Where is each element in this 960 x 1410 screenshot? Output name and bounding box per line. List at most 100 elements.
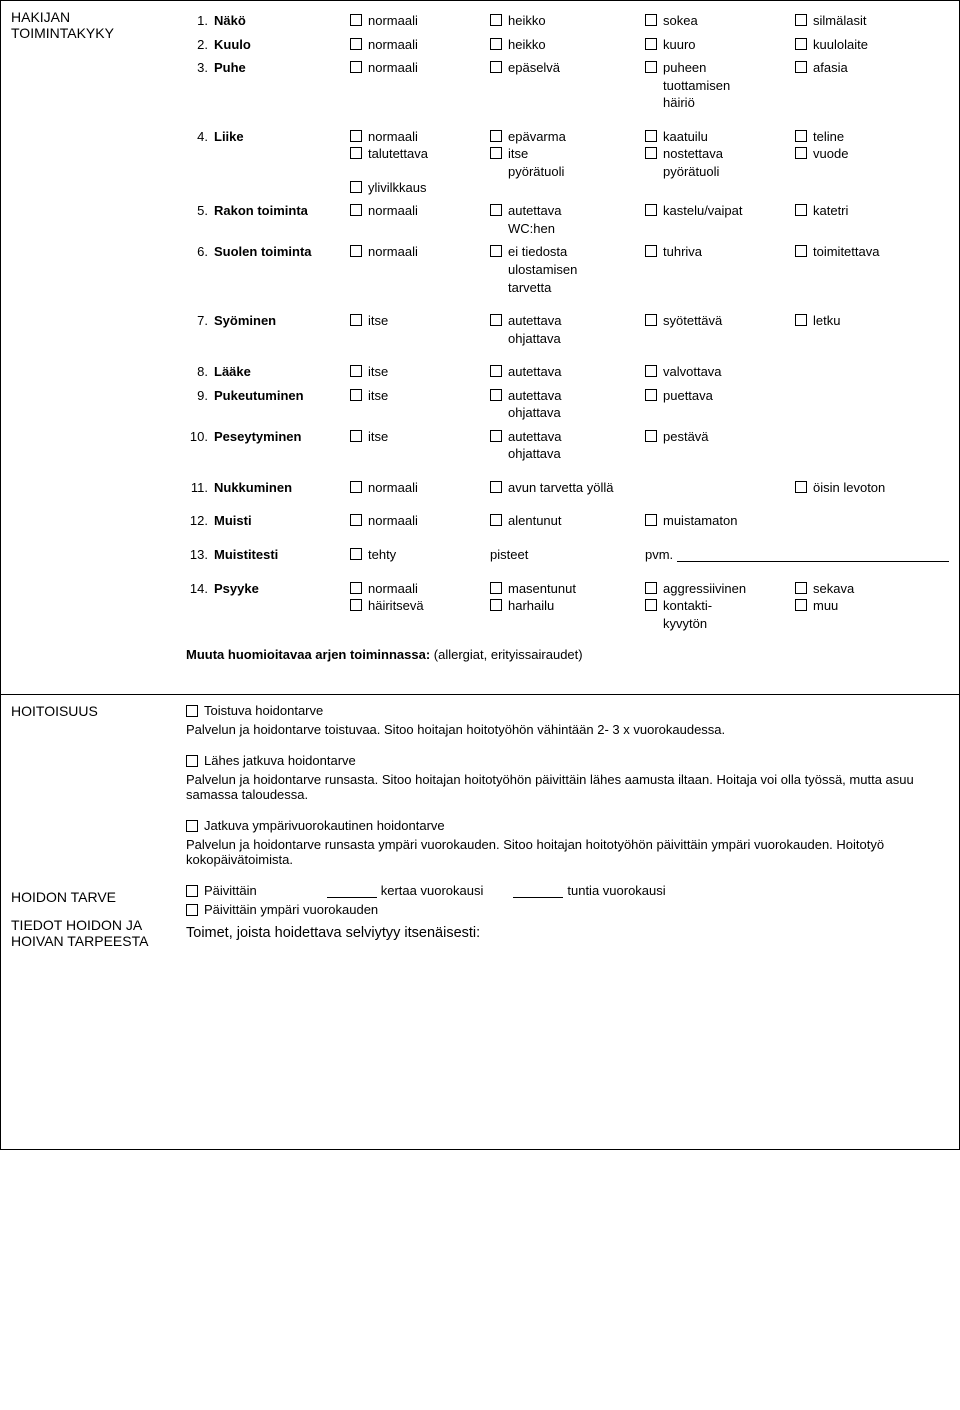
checkbox-option[interactable]: nostettava	[645, 145, 795, 163]
checkbox-option[interactable]: autettava	[490, 312, 645, 330]
option-column: epäselvä	[490, 59, 645, 112]
checkbox-option[interactable]: letku	[795, 312, 915, 330]
checkbox-option[interactable]: autettava	[490, 428, 645, 446]
checkbox-option[interactable]: kaatuilu	[645, 128, 795, 146]
checkbox-option[interactable]: normaali	[350, 59, 490, 77]
option-subtext: häiriö	[663, 94, 795, 112]
kertaa-label: kertaa vuorokausi	[381, 883, 484, 898]
form-row-4: 5.Rakon toimintanormaaliautettavaWC:henk…	[186, 199, 949, 240]
checkbox-option[interactable]: autettava	[490, 202, 645, 220]
checkbox-option[interactable]: autettava	[490, 363, 645, 381]
option-column: normaali	[350, 59, 490, 112]
checkbox-option[interactable]: syötettävä	[645, 312, 795, 330]
checkbox-option[interactable]: normaali	[350, 479, 490, 497]
checkbox-option[interactable]: kuuro	[645, 36, 795, 54]
checkbox-option[interactable]: ei tiedosta	[490, 243, 645, 261]
option-column: katetri	[795, 202, 915, 237]
checkbox-option[interactable]: afasia	[795, 59, 915, 77]
option-column: aggressiivinenkontakti-kyvytön	[645, 580, 795, 633]
checkbox-option[interactable]: harhailu	[490, 597, 645, 615]
checkbox-option[interactable]: normaali	[350, 202, 490, 220]
checkbox-option[interactable]: valvottava	[645, 363, 795, 381]
checkbox-option[interactable]: normaali	[350, 12, 490, 30]
row-number: 6.	[186, 243, 214, 296]
tuntia-input-line[interactable]	[513, 897, 563, 898]
checkbox-option[interactable]: avun tarvetta yöllä	[490, 479, 795, 497]
hoidontarve-ympari-checkbox[interactable]: Päivittäin ympäri vuorokauden	[186, 902, 378, 917]
form-row-13: 14.Psyykenormaalihäiritsevämasentunuthar…	[186, 577, 949, 636]
option-column: normaalitalutettava ylivilkkaus	[350, 128, 490, 197]
hoitoisuus-checkbox[interactable]: Jatkuva ympärivuorokautinen hoidontarve	[186, 818, 445, 833]
option-column: telinevuode	[795, 128, 915, 197]
checkbox-option[interactable]: alentunut	[490, 512, 645, 530]
checkbox-option[interactable]: heikko	[490, 36, 645, 54]
hoidontarve-paivittain-label: Päivittäin	[204, 883, 257, 898]
checkbox-option[interactable]: kontakti-	[645, 597, 795, 615]
checkbox-option[interactable]: sekava	[795, 580, 915, 598]
checkbox-option[interactable]: puheen	[645, 59, 795, 77]
row-label: Rakon toiminta	[214, 202, 350, 237]
checkbox-option[interactable]: öisin levoton	[795, 479, 915, 497]
toimintakyky-note: Muuta huomioitavaa arjen toiminnassa: (a…	[186, 647, 949, 662]
option-subtext: ulostamisen	[508, 261, 645, 279]
checkbox-option[interactable]: normaali	[350, 243, 490, 261]
checkbox-option[interactable]: kastelu/vaipat	[645, 202, 795, 220]
checkbox-option[interactable]: itse	[350, 428, 490, 446]
checkbox-option[interactable]: normaali	[350, 512, 490, 530]
form-row-9: 10.Peseytyminenitseautettavaohjattavapes…	[186, 425, 949, 466]
checkbox-tehty[interactable]: tehty	[350, 546, 490, 564]
kertaa-input-line[interactable]	[327, 897, 377, 898]
checkbox-option[interactable]: silmälasit	[795, 12, 915, 30]
row-number: 8.	[186, 363, 214, 381]
option-column	[795, 387, 915, 422]
checkbox-option[interactable]: toimitettava	[795, 243, 915, 261]
checkbox-option[interactable]: heikko	[490, 12, 645, 30]
checkbox-option[interactable]: puettava	[645, 387, 795, 405]
checkbox-option[interactable]: normaali	[350, 36, 490, 54]
option-column: normaalihäiritsevä	[350, 580, 490, 633]
hoitoisuus-checkbox[interactable]: Toistuva hoidontarve	[186, 703, 323, 718]
checkbox-option[interactable]: muu	[795, 597, 915, 615]
checkbox-option[interactable]: kuulolaite	[795, 36, 915, 54]
checkbox-option[interactable]: itse	[350, 363, 490, 381]
pvm-input-line[interactable]	[677, 561, 949, 562]
option-column: itse	[350, 428, 490, 463]
hoidontarve-paivittain-checkbox[interactable]: Päivittäin	[186, 883, 257, 898]
checkbox-option[interactable]: autettava	[490, 387, 645, 405]
checkbox-option[interactable]: muistamaton	[645, 512, 795, 530]
hoitoisuus-checkbox[interactable]: Lähes jatkuva hoidontarve	[186, 753, 356, 768]
option-column: autettavaohjattava	[490, 387, 645, 422]
checkbox-option[interactable]: teline	[795, 128, 915, 146]
option-column	[795, 363, 915, 381]
option-column	[795, 428, 915, 463]
checkbox-option[interactable]: masentunut	[490, 580, 645, 598]
row-label: Kuulo	[214, 36, 350, 54]
checkbox-option[interactable]: katetri	[795, 202, 915, 220]
checkbox-option[interactable]: aggressiivinen	[645, 580, 795, 598]
checkbox-option[interactable]: pestävä	[645, 428, 795, 446]
checkbox-option[interactable]: itse	[350, 387, 490, 405]
checkbox-option[interactable]: sokea	[645, 12, 795, 30]
row-number: 3.	[186, 59, 214, 112]
checkbox-option[interactable]: normaali	[350, 128, 490, 146]
checkbox-option[interactable]: itse	[350, 312, 490, 330]
row-label: Lääke	[214, 363, 350, 381]
checkbox-option[interactable]: häiritsevä	[350, 597, 490, 615]
checkbox-option[interactable]: vuode	[795, 145, 915, 163]
checkbox-option[interactable]: epäselvä	[490, 59, 645, 77]
checkbox-option[interactable]: normaali	[350, 580, 490, 598]
checkbox-option[interactable]: tuhriva	[645, 243, 795, 261]
row-label: Psyyke	[214, 580, 350, 633]
checkbox-option[interactable]: ylivilkkaus	[350, 179, 490, 197]
checkbox-option[interactable]: talutettava	[350, 145, 490, 163]
checkbox-option[interactable]: epävarma	[490, 128, 645, 146]
tiedot-heading: Toimet, joista hoidettava selviytyy itse…	[186, 925, 949, 941]
option-column: syötettävä	[645, 312, 795, 347]
form-row-12: 13.Muistitestitehtypisteetpvm.	[186, 543, 949, 567]
option-column: normaali	[350, 36, 490, 54]
option-subtext: tarvetta	[508, 279, 645, 297]
option-column: autettava	[490, 363, 645, 381]
checkbox-option[interactable]: itse	[490, 145, 645, 163]
option-column: kaatuilunostettavapyörätuoli	[645, 128, 795, 197]
row-number: 10.	[186, 428, 214, 463]
